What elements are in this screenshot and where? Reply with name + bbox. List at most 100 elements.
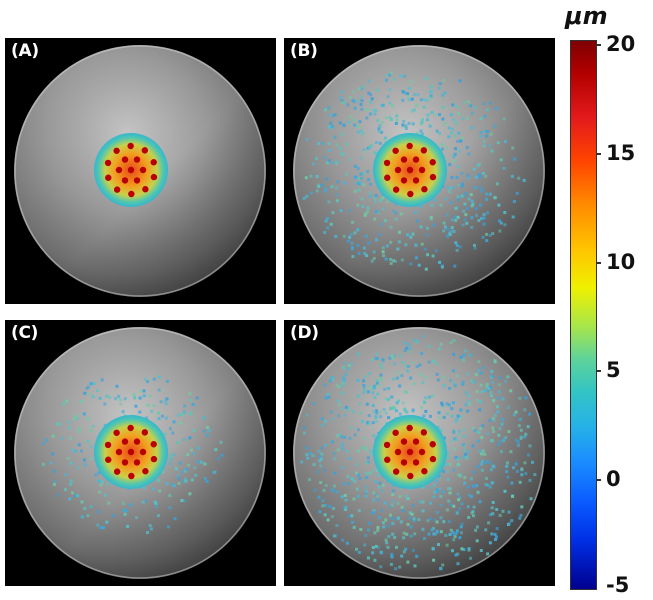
displacement-pixel (317, 141, 321, 145)
displacement-pixel (455, 457, 459, 461)
displacement-pixel (474, 207, 478, 211)
displacement-pixel (165, 482, 169, 485)
displacement-pixel (390, 516, 394, 520)
displacement-pixel (446, 470, 450, 474)
displacement-pixel (181, 470, 184, 474)
displacement-pixel (450, 439, 454, 443)
displacement-pixel (497, 442, 501, 446)
displacement-pixel (492, 418, 496, 422)
displacement-pixel (343, 413, 347, 417)
displacement-pixel (449, 503, 453, 507)
displacement-pixel (121, 502, 125, 506)
displacement-pixel (462, 209, 466, 213)
displacement-pixel (443, 225, 447, 229)
displacement-pixel (351, 99, 355, 102)
displacement-pixel (343, 361, 347, 365)
displacement-pixel (442, 375, 446, 379)
displacement-pixel (151, 487, 155, 491)
displacement-pixel (462, 448, 466, 452)
displacement-pixel (465, 146, 469, 150)
displacement-pixel (458, 417, 462, 421)
displacement-pixel (142, 389, 146, 393)
displacement-pixel (479, 371, 483, 375)
displacement-pixel (340, 99, 344, 102)
displacement-pixel (155, 504, 159, 508)
displacement-pixel (502, 166, 506, 170)
displacement-peak (115, 166, 123, 174)
displacement-pixel (429, 89, 433, 93)
displacement-pixel (524, 432, 528, 436)
displacement-pixel (437, 474, 441, 478)
displacement-pixel (407, 98, 411, 102)
displacement-pixel (507, 521, 511, 525)
displacement-pixel (533, 473, 537, 477)
displacement-pixel (485, 197, 489, 201)
displacement-pixel (387, 416, 391, 420)
displacement-pixel (329, 222, 333, 226)
displacement-pixel (479, 427, 482, 430)
displacement-pixel (360, 107, 364, 111)
colorbar-tick-15: 15 (606, 141, 636, 165)
displacement-pixel (391, 484, 395, 487)
displacement-pixel (471, 484, 475, 488)
displacement-pixel (454, 121, 458, 125)
displacement-pixel (481, 449, 485, 453)
displacement-pixel (425, 99, 429, 102)
displacement-pixel (309, 191, 313, 195)
displacement-pixel (83, 463, 87, 467)
displacement-pixel (352, 90, 355, 94)
displacement-pixel (485, 384, 489, 388)
displacement-peak (133, 459, 141, 466)
displacement-pixel (173, 517, 177, 521)
displacement-pixel (157, 417, 161, 420)
displacement-pixel (407, 122, 411, 125)
displacement-pixel (519, 437, 523, 441)
displacement-pixel (473, 243, 476, 247)
displacement-pixel (365, 108, 369, 112)
displacement-pixel (489, 468, 493, 472)
displacement-pixel (375, 468, 379, 472)
displacement-pixel (429, 217, 433, 221)
displacement-pixel (466, 173, 470, 177)
displacement-peak (105, 174, 112, 181)
displacement-pixel (366, 170, 370, 173)
displacement-pixel (98, 490, 102, 494)
displacement-pixel (53, 479, 57, 483)
displacement-pixel (374, 480, 378, 484)
displacement-pixel (486, 552, 490, 556)
displacement-pixel (459, 525, 463, 529)
displacement-pixel (369, 449, 373, 453)
displacement-pixel (442, 229, 446, 233)
displacement-pixel (371, 511, 375, 515)
displacement-pixel (492, 399, 496, 403)
displacement-pixel (368, 471, 372, 475)
displacement-pixel (363, 150, 367, 154)
displacement-pixel (371, 387, 375, 391)
displacement-pixel (98, 396, 102, 400)
displacement-pixel (391, 354, 395, 358)
displacement-pixel (356, 428, 360, 432)
displacement-pixel (506, 475, 510, 479)
displacement-pixel (219, 440, 223, 444)
displacement-pixel (362, 386, 366, 390)
displacement-pixel (455, 529, 459, 533)
displacement-pixel (92, 382, 96, 386)
displacement-pixel (330, 125, 334, 129)
displacement-pixel (431, 394, 435, 398)
displacement-pixel (429, 414, 432, 418)
displacement-pixel (146, 403, 150, 407)
displacement-pixel (348, 209, 352, 212)
displacement-peak (412, 177, 420, 184)
displacement-pixel (440, 147, 444, 151)
displacement-pixel (457, 183, 461, 187)
displacement-pixel (335, 143, 339, 147)
displacement-pixel (401, 90, 405, 94)
displacement-pixel (445, 213, 449, 217)
displacement-pixel (461, 116, 465, 120)
displacement-pixel (445, 402, 449, 406)
displacement-pixel (484, 174, 488, 178)
displacement-pixel (327, 106, 331, 110)
displacement-pixel (41, 462, 45, 466)
displacement-pixel (97, 471, 101, 475)
displacement-pixel (469, 353, 473, 357)
